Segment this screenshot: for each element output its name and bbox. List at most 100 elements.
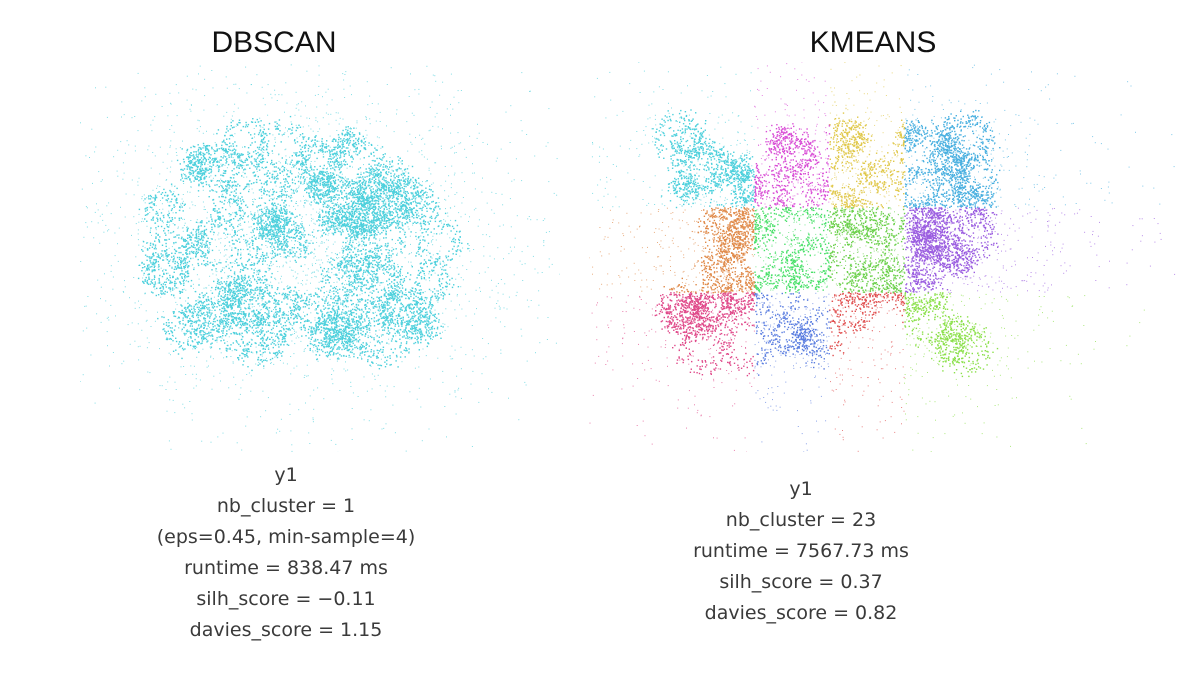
scatter-point (456, 249, 459, 251)
scatter-point (377, 262, 379, 264)
scatter-point (418, 236, 420, 238)
scatter-point (446, 225, 449, 227)
scatter-point (335, 326, 338, 328)
scatter-point (175, 337, 177, 339)
scatter-point (255, 158, 257, 161)
scatter-point (424, 302, 427, 305)
scatter-point (247, 123, 250, 126)
scatter-point (448, 224, 450, 226)
scatter-point (180, 304, 182, 306)
scatter-point (338, 308, 340, 311)
scatter-point (146, 242, 148, 244)
scatter-point (390, 273, 392, 275)
scatter-point (338, 223, 341, 226)
scatter-point (273, 214, 275, 217)
scatter-point (199, 331, 201, 333)
scatter-point (194, 311, 196, 313)
scatter-point (353, 191, 355, 193)
scatter-point (370, 349, 373, 351)
scatter-point (172, 340, 174, 342)
scatter-point (366, 331, 368, 333)
scatter-point (152, 197, 154, 199)
scatter-point (361, 182, 363, 184)
scatter-point (147, 273, 149, 276)
scatter-point (207, 251, 209, 253)
scatter-point (225, 320, 227, 323)
scatter-point (421, 298, 423, 301)
scatter-point (397, 163, 399, 165)
scatter-point (385, 179, 387, 182)
scatter-point (233, 273, 236, 275)
scatter-point (393, 268, 395, 271)
scatter-point (289, 307, 292, 309)
scatter-point (383, 169, 385, 171)
scatter-point (419, 285, 421, 287)
scatter-point (259, 130, 261, 132)
scatter-point (233, 333, 236, 335)
scatter-point (141, 267, 144, 269)
scatter-point (321, 209, 323, 211)
scatter-point (166, 338, 168, 341)
scatter-point (406, 216, 408, 218)
scatter-point (213, 318, 215, 320)
scatter-point (334, 288, 337, 290)
scatter-point (143, 282, 145, 284)
scatter-point (384, 205, 386, 207)
scatter-point (196, 176, 199, 178)
scatter-point (333, 211, 335, 213)
scatter-point (388, 314, 390, 317)
scatter-point (275, 305, 277, 308)
scatter-point (298, 315, 301, 318)
scatter-point (352, 321, 354, 323)
scatter-point (174, 266, 177, 268)
scatter-point (392, 195, 394, 197)
scatter-point (454, 239, 457, 241)
scatter-point (189, 153, 191, 156)
scatter-point (343, 220, 346, 222)
scatter-point (333, 223, 335, 225)
scatter-point (357, 138, 360, 141)
scatter-point (212, 304, 215, 306)
scatter-point (347, 332, 349, 334)
scatter-point (308, 293, 310, 296)
scatter-point (341, 215, 344, 217)
scatter-point (141, 270, 143, 272)
scatter-point (148, 202, 151, 205)
scatter-point (411, 209, 413, 211)
scatter-point (432, 314, 434, 316)
scatter-point (430, 274, 433, 276)
scatter-point (297, 301, 299, 303)
scatter-point (181, 206, 183, 208)
scatter-point (270, 213, 272, 216)
scatter-point (328, 226, 330, 228)
scatter-point (261, 186, 263, 188)
scatter-point (390, 327, 392, 329)
scatter-point (188, 309, 190, 311)
scatter-point (345, 320, 347, 322)
scatter-point (264, 290, 266, 292)
scatter-point (207, 315, 209, 318)
scatter-point (393, 274, 396, 277)
scatter-point (338, 296, 340, 299)
scatter-point (194, 329, 196, 331)
scatter-point (405, 297, 407, 300)
scatter-point (165, 253, 167, 255)
scatter-point (210, 314, 212, 316)
scatter-point (227, 318, 229, 320)
scatter-point (336, 221, 339, 223)
scatter-point (370, 186, 372, 188)
scatter-point (193, 331, 195, 333)
scatter-point (266, 146, 269, 148)
scatter-point (276, 254, 279, 256)
scatter-point (261, 296, 264, 298)
scatter-point (322, 229, 324, 231)
scatter-point (327, 268, 330, 270)
scatter-point (149, 258, 151, 260)
scatter-point (194, 304, 197, 306)
scatter-point (318, 288, 320, 290)
scatter-point (203, 230, 205, 233)
scatter-point (438, 319, 440, 321)
scatter-point (197, 301, 200, 304)
scatter-point (378, 368, 381, 370)
scatter-point (247, 276, 250, 279)
